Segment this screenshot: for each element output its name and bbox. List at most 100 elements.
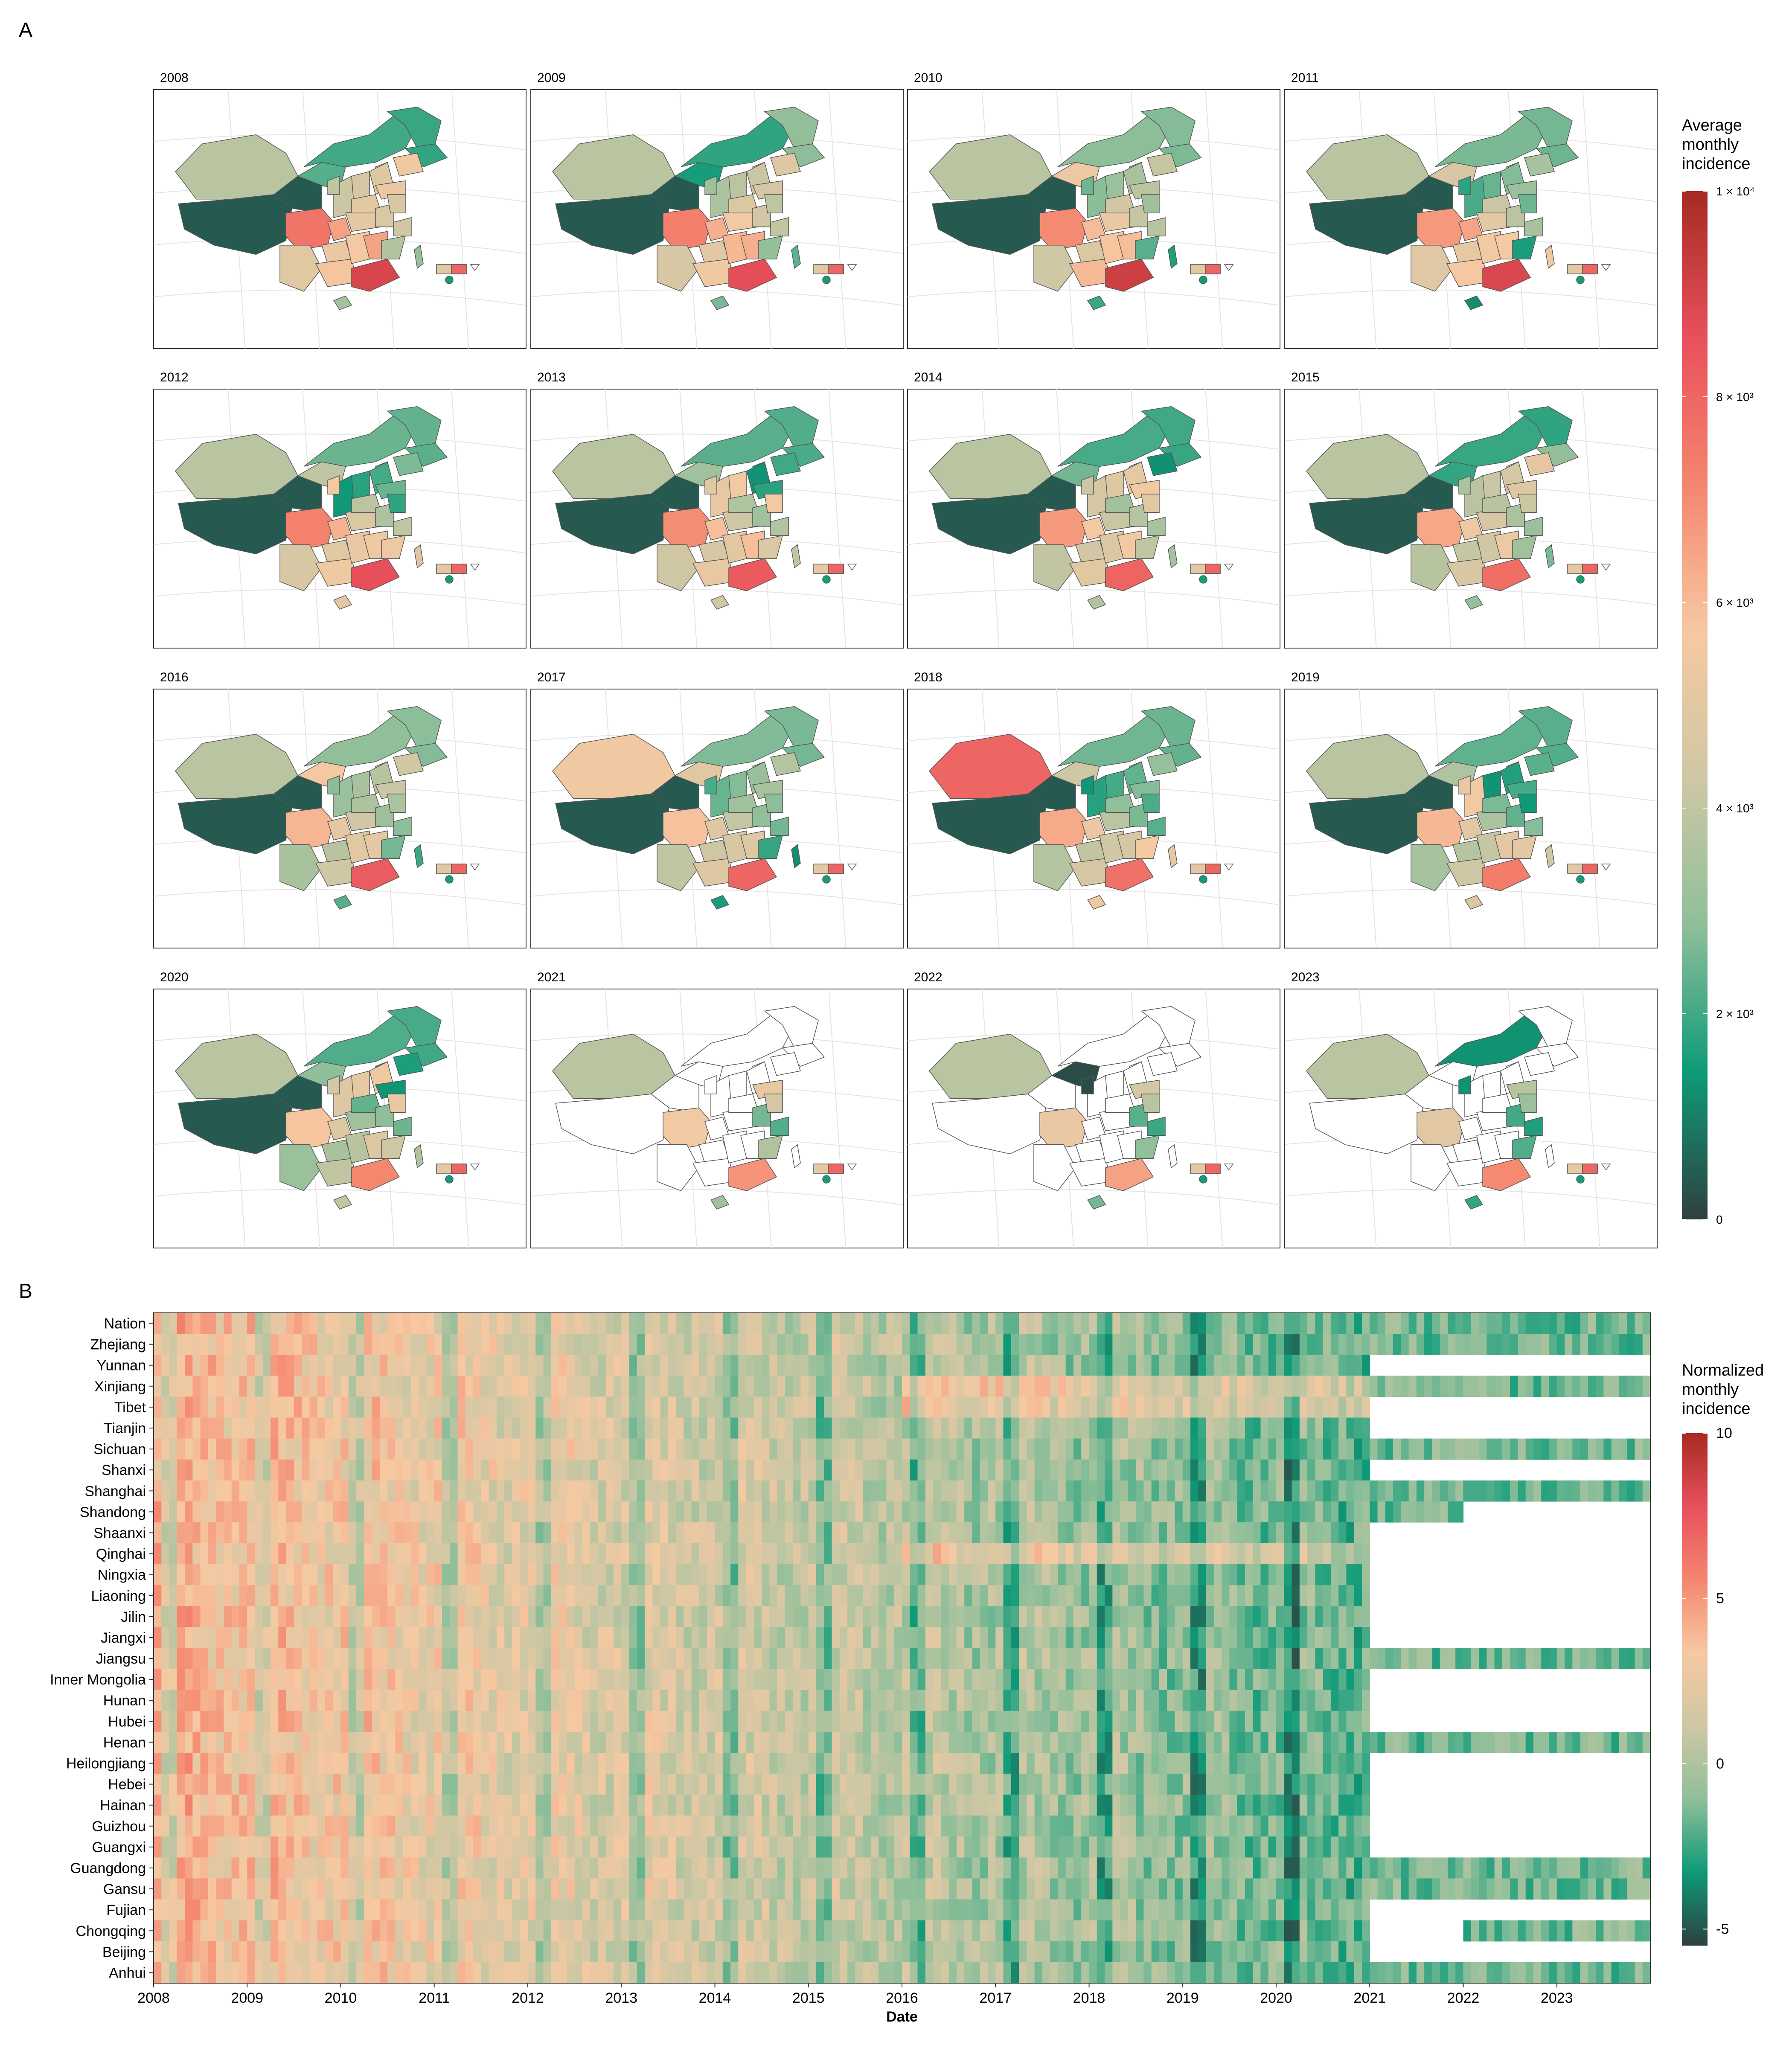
heatmap-cell [1151,1774,1160,1795]
map-facet-2017: 2017 [530,670,904,948]
heatmap-cell [660,1376,669,1397]
heatmap-cell [255,1752,263,1774]
heatmap-cell [590,1543,599,1565]
heatmap-cell [395,1627,404,1649]
heatmap-cell [473,1417,481,1439]
heatmap-cell [216,1522,224,1544]
heatmap-cell [169,1836,177,1858]
heatmap-cell [652,1438,661,1460]
heatmap-cell [419,1564,427,1585]
heatmap-cell [1128,1669,1136,1690]
heatmap-cell [1143,1543,1152,1565]
heatmap-cell [325,1438,333,1460]
heatmap-cell [769,1606,778,1627]
heatmap-cell [481,1585,489,1606]
heatmap-cell [247,1815,256,1837]
heatmap-cell [707,1815,716,1837]
heatmap-cell [847,1648,855,1670]
heatmap-cell [855,1417,864,1439]
heatmap-cell [161,1815,170,1837]
heatmap-cell [738,1334,747,1355]
heatmap-cell [1572,1480,1581,1502]
heatmap-cell [528,1334,536,1355]
heatmap-cell [395,1648,404,1670]
heatmap-cell [1097,1564,1105,1585]
heatmap-cell [1128,1690,1136,1711]
region-liaoning [1147,1052,1178,1076]
heatmap-cell [403,1376,411,1397]
heatmap-cell [769,1376,778,1397]
heatmap-cell [972,1480,980,1502]
heatmap-cell [1128,1774,1136,1795]
heatmap-cell [567,1459,575,1481]
region-tibet [1309,1094,1423,1155]
heatmap-cell [520,1417,528,1439]
heatmap-cell [832,1711,840,1732]
heatmap-cell [1276,1417,1284,1439]
heatmap-cell [629,1543,637,1565]
heatmap-cell [1073,1480,1082,1502]
heatmap-cell [1097,1690,1105,1711]
heatmap-cell [894,1627,902,1649]
heatmap-cell [465,1836,474,1858]
heatmap-cell [753,1376,762,1397]
heatmap-cell [738,1501,747,1523]
heatmap-cell [1058,1690,1066,1711]
heatmap-cell [886,1459,895,1481]
heatmap-cell [1440,1501,1448,1523]
heatmap-cell [348,1690,357,1711]
heatmap-cell [870,1355,879,1376]
heatmap-cell [1338,1585,1347,1606]
heatmap-cell [746,1752,754,1774]
heatmap-cell [426,1731,435,1753]
heatmap-cell [1151,1795,1160,1816]
heatmap-cell [434,1627,442,1649]
heatmap-cell [753,1501,762,1523]
heatmap-cell [325,1313,333,1334]
heatmap-cell [1182,1669,1191,1690]
heatmap-cell [684,1376,692,1397]
heatmap-cell [457,1564,466,1585]
heatmap-cell [426,1836,435,1858]
heatmap-cell [1253,1815,1261,1837]
heatmap-cell [1432,1501,1440,1523]
heatmap-cell [1432,1438,1440,1460]
heatmap-cell [325,1815,333,1837]
heatmap-cell [1042,1355,1050,1376]
heatmap-cell [185,1313,193,1334]
heatmap-cell [762,1564,770,1585]
heatmap-cell [192,1417,201,1439]
heatmap-cell [941,1606,949,1627]
heatmap-cell [1268,1522,1277,1544]
heatmap-cell [231,1334,240,1355]
heatmap-cell [1292,1417,1300,1439]
heatmap-cell [1361,1376,1370,1397]
heatmap-cell [777,1627,785,1649]
heatmap-cell [543,1459,552,1481]
heatmap-cell [379,1396,388,1418]
region-jiangsu [764,1094,783,1113]
heatmap-cell [722,1795,731,1816]
heatmap-cell [1330,1501,1339,1523]
heatmap-cell [473,1648,481,1670]
heatmap-cell [1136,1627,1144,1649]
map-legend-tick-label: 6 × 10³ [1716,596,1754,609]
heatmap-cell [192,1376,201,1397]
heatmap-cell [621,1396,630,1418]
heatmap-cell [1377,1480,1386,1502]
heatmap-cell [1432,1313,1440,1334]
heatmap-cell [481,1815,489,1837]
heatmap-cell [231,1459,240,1481]
heatmap-cell [1167,1690,1175,1711]
heatmap-cell [668,1313,676,1334]
heatmap-cell [1253,1752,1261,1774]
heatmap-cell [847,1774,855,1795]
heatmap-cell [1128,1376,1136,1397]
heatmap-cell [582,1606,591,1627]
heatmap-cell [520,1396,528,1418]
region-guangdong [1105,1158,1154,1191]
heatmap-cell [473,1480,481,1502]
heatmap-cell [839,1480,848,1502]
heatmap-cell [1105,1690,1113,1711]
heatmap-cell [894,1648,902,1670]
